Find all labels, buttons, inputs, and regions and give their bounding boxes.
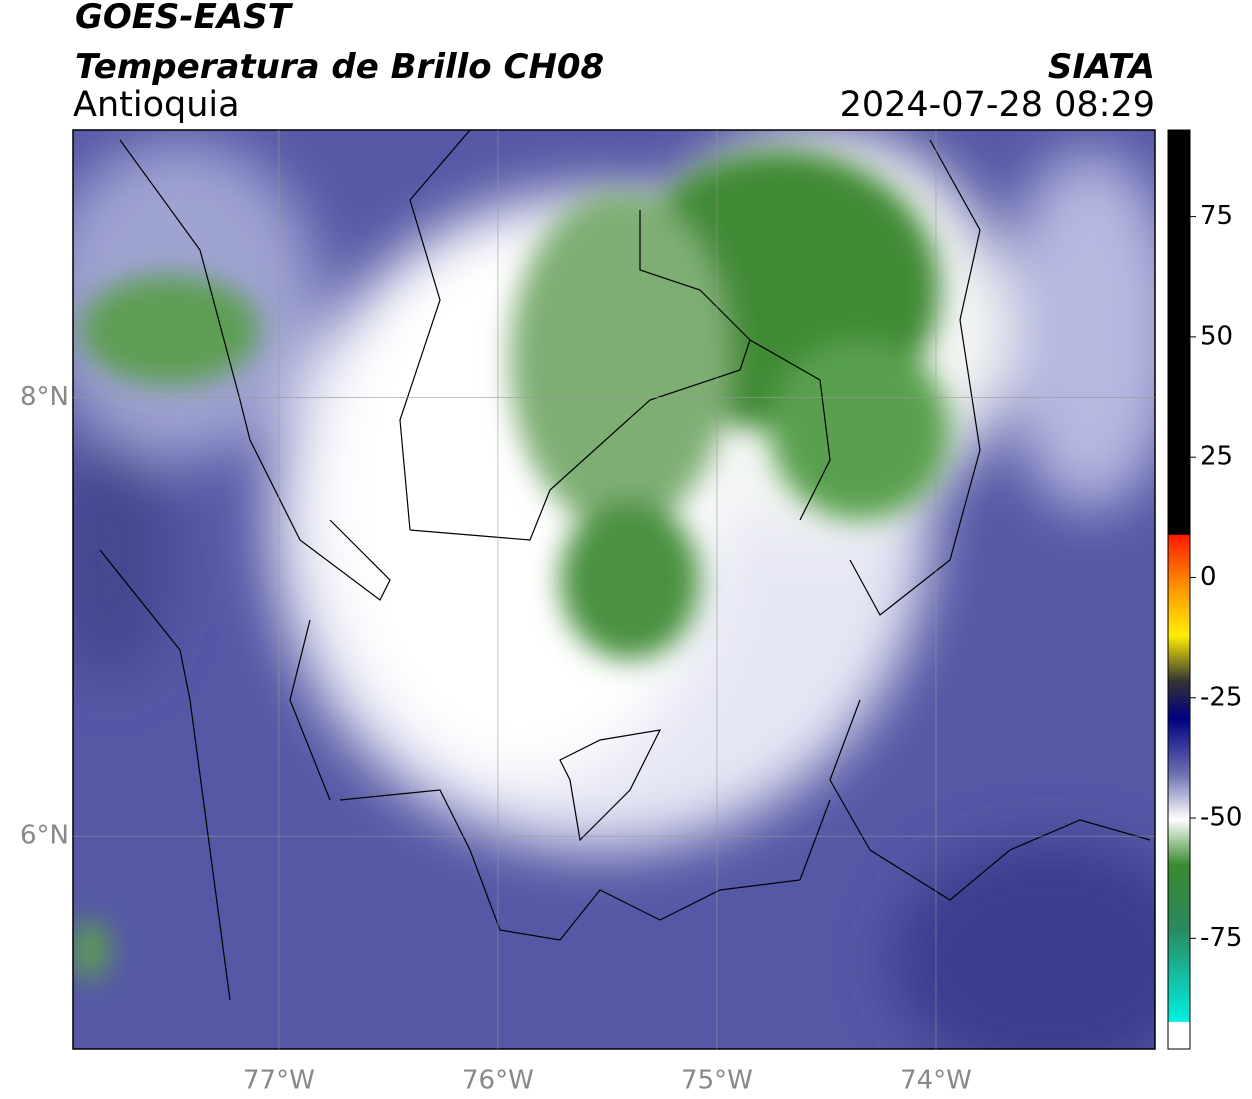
subtitle: Temperatura de Brillo CH08 [75,47,604,87]
lon-tick-label: 75°W [681,1066,753,1096]
colorbar-tick-label: 25 [1200,442,1233,472]
lon-tick-label: 74°W [900,1066,972,1096]
colorbar-tick-label: 75 [1200,201,1233,231]
datetime: 2024-07-28 08:29 [840,85,1155,125]
lat-tick-label: 8°N [20,382,69,412]
colorbar-tick-label: 0 [1200,562,1217,592]
title: GOES-EAST [75,0,294,37]
colorbar-tick-label: -75 [1200,923,1242,953]
region: Antioquia [73,85,240,125]
borders [99,130,1151,1001]
colorbar [1167,129,1191,1050]
map-image [73,130,1155,1049]
lon-tick-label: 77°W [243,1066,315,1096]
lat-tick-label: 6°N [20,821,69,851]
colorbar-tick-label: -25 [1200,682,1242,712]
map-frame [72,129,1156,1050]
colorbar-tick-label: 50 [1200,321,1233,351]
lon-tick-label: 76°W [462,1066,534,1096]
source: SIATA [1048,47,1155,87]
colorbar-tick-label: -50 [1200,803,1242,833]
